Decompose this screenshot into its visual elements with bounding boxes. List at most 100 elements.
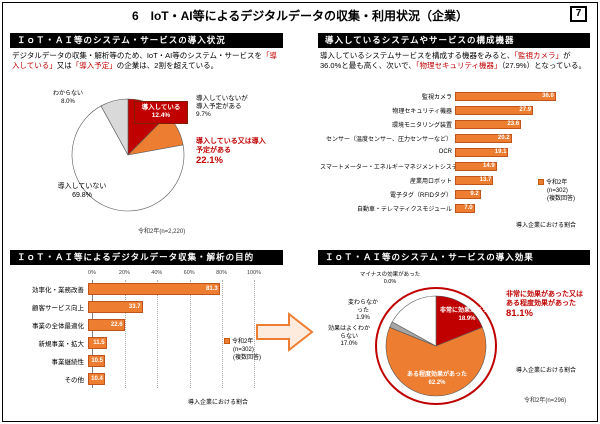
devices-bar-chart: 監視カメラ 36.0 物理セキュリティ機器 27.9 環境モニタリング装置 23.6 センサ… [320, 89, 588, 215]
bar: 9.2 [455, 189, 481, 199]
bar-track: 27.9 [455, 105, 567, 115]
purpose-bar-chart: 0% 20% 40% 60% 80% 100% 効率化・業務改善 81.3 顧客サービス向上 33… [16, 268, 262, 388]
annotation-value: 81.1% [506, 308, 533, 320]
arrow-shape [256, 311, 314, 353]
axis-tick-label: 60% [183, 270, 195, 276]
legend-note: (複数回答) [233, 355, 261, 362]
bar-row: 自動車・テレマティクスモジュール 7.0 [320, 201, 588, 215]
bar-row: センサー（温度センサー、圧力センサーなど） 20.2 [320, 131, 588, 145]
bar-track: 11.5 [88, 337, 250, 349]
bar-track: 7.0 [455, 203, 567, 213]
bar-value: 33.7 [128, 304, 141, 310]
intro-segment: デジタルデータの収集・解析等のため、IoT・AI等のシステム・サービスを [12, 51, 263, 60]
bar-track: 19.1 [455, 147, 567, 157]
bar-value: 81.3 [206, 286, 218, 292]
pie-slice-3 [100, 98, 129, 156]
bar-row: 産業用ロボット 13.7 [320, 173, 588, 187]
label-value: 12.4% [151, 112, 171, 120]
bar-row: 顧客サービス向上 33.7 [16, 298, 262, 316]
bar: 10.5 [88, 355, 105, 367]
bar-value: 7.0 [464, 205, 473, 211]
gridline [125, 280, 127, 388]
legend-swatch-icon [538, 179, 544, 185]
adoption-pie-chart [71, 98, 185, 212]
label-value: 18.9% [458, 315, 476, 322]
annotation-value: 22.1% [196, 155, 223, 167]
bar: 33.7 [88, 301, 143, 313]
section-component-devices: 導入しているシステムやサービスの構成機器 導入しているシステムサービスを構成する… [318, 33, 590, 248]
section-header-adoption: ＩｏＴ・ＡＩ等のシステム・サービスの導入状況 [10, 33, 283, 48]
category-label: 効率化・業務改善 [32, 287, 84, 294]
chart-footnote: 導入企業における割合 [516, 368, 577, 374]
bar: 11.5 [88, 337, 107, 349]
page-title: 6 IoT・AI等によるデジタルデータの収集・利用状況（企業） [131, 9, 469, 23]
label-value: 69.8% [72, 191, 92, 199]
bar-track: 10.5 [88, 355, 250, 367]
section-purpose: ＩｏＴ・ＡＩ等によるデジタルデータ収集・解析の目的 0% 20% 40% 60% 80%… [10, 250, 283, 416]
label-value: 0.0% [383, 278, 397, 285]
category-label: スマートメーター・エネルギーマネジメントシステム [320, 164, 464, 171]
chart-legend: 令和2年 (n=302) (複数回答) [538, 179, 575, 203]
bar-track: 22.6 [88, 319, 250, 331]
axis-tick-label: 20% [118, 270, 130, 276]
label-text: 効果はよくわからない [327, 326, 370, 340]
legend-note: (複数回答) [547, 196, 575, 203]
bar-row: スマートメーター・エネルギーマネジメントシステム 14.9 [320, 159, 588, 173]
bar: 36.0 [455, 91, 556, 101]
chart-legend: 令和2年 (n=302) (複数回答) [224, 338, 261, 362]
intro-segment-highlight: 「導入している」 [12, 51, 278, 71]
bar-value: 14.9 [483, 163, 495, 169]
pie-label-unclear-effect: 効果はよくわからない 17.0% [326, 326, 372, 349]
category-label: 監視カメラ [421, 94, 452, 101]
category-label: 事業の全体最適化 [32, 323, 84, 330]
legend-n: (n=302) [233, 347, 254, 354]
legend-label: 令和2年 [546, 180, 568, 186]
legend-entry: 令和2年 [224, 338, 261, 346]
bar-row: 監視カメラ 36.0 [320, 89, 588, 103]
highlight-ellipse [375, 287, 497, 405]
pie-label-not-adopted: 導入していない 69.8% [54, 183, 110, 201]
bar: 7.0 [455, 203, 475, 213]
section-header-devices: 導入しているシステムやサービスの構成機器 [318, 33, 590, 48]
bar-row: OCR 19.1 [320, 145, 588, 159]
axis-tick-label: 40% [151, 270, 163, 276]
pie-label-somewhat-effective: ある程度効果があった 62.2% [402, 372, 472, 387]
bar-value: 10.4 [91, 376, 103, 382]
combined-effect-annotation: 非常に効果があった又はある程度効果があった 81.1% [506, 290, 584, 321]
category-label: 電子タグ（RFIDタグ） [390, 192, 452, 199]
category-label: 自動車・テレマティクスモジュール [356, 206, 452, 213]
annotation-text: 非常に効果があった又はある程度効果があった [506, 291, 583, 308]
pie-label-no-change: 変わらなかった 1.9% [346, 300, 380, 323]
bar-value: 13.7 [479, 177, 492, 183]
axis-tick-label: 100% [246, 270, 262, 276]
pie-label-negative-effect: マイナスの効果があった 0.0% [358, 272, 422, 286]
bar-track: 10.4 [88, 373, 250, 385]
bar-value: 20.2 [497, 135, 510, 141]
bar-row: 物理セキュリティ機器 27.9 [320, 103, 588, 117]
bar-rows: 監視カメラ 36.0 物理セキュリティ機器 27.9 環境モニタリング装置 23.6 センサ… [320, 89, 588, 215]
bar-value: 10.5 [91, 358, 103, 364]
label-value: 17.0% [340, 341, 358, 347]
bar-track: 20.2 [455, 133, 567, 143]
label-value: 62.2% [428, 379, 446, 386]
bar-track: 81.3 [88, 283, 250, 295]
category-label: 新規事業・拡大 [38, 341, 85, 348]
pie-slice-4 [391, 295, 437, 347]
bar-track: 33.7 [88, 301, 250, 313]
label-text: ある程度効果があった [406, 372, 467, 378]
bar-row: 環境モニタリング装置 23.6 [320, 117, 588, 131]
chart-caption: 令和2年(n=2,220) [138, 229, 186, 235]
bar: 22.6 [88, 319, 125, 331]
label-text: 導入している [141, 104, 181, 111]
legend-n: (n=302) [547, 188, 568, 195]
category-label: OCR [438, 149, 452, 155]
label-text: 導入していない [57, 183, 107, 190]
bar: 20.2 [455, 133, 512, 143]
legend-label: 令和2年 [232, 339, 254, 345]
pie-slice-1 [385, 326, 487, 397]
category-label: 産業用ロボット [409, 178, 452, 185]
bar-track: 13.7 [455, 175, 567, 185]
bar: 13.7 [455, 175, 494, 185]
bar-track: 23.6 [455, 119, 567, 129]
devices-intro-text: 導入しているシステムサービスを構成する機器をみると、「監視カメラ」が36.0%と… [320, 51, 588, 71]
